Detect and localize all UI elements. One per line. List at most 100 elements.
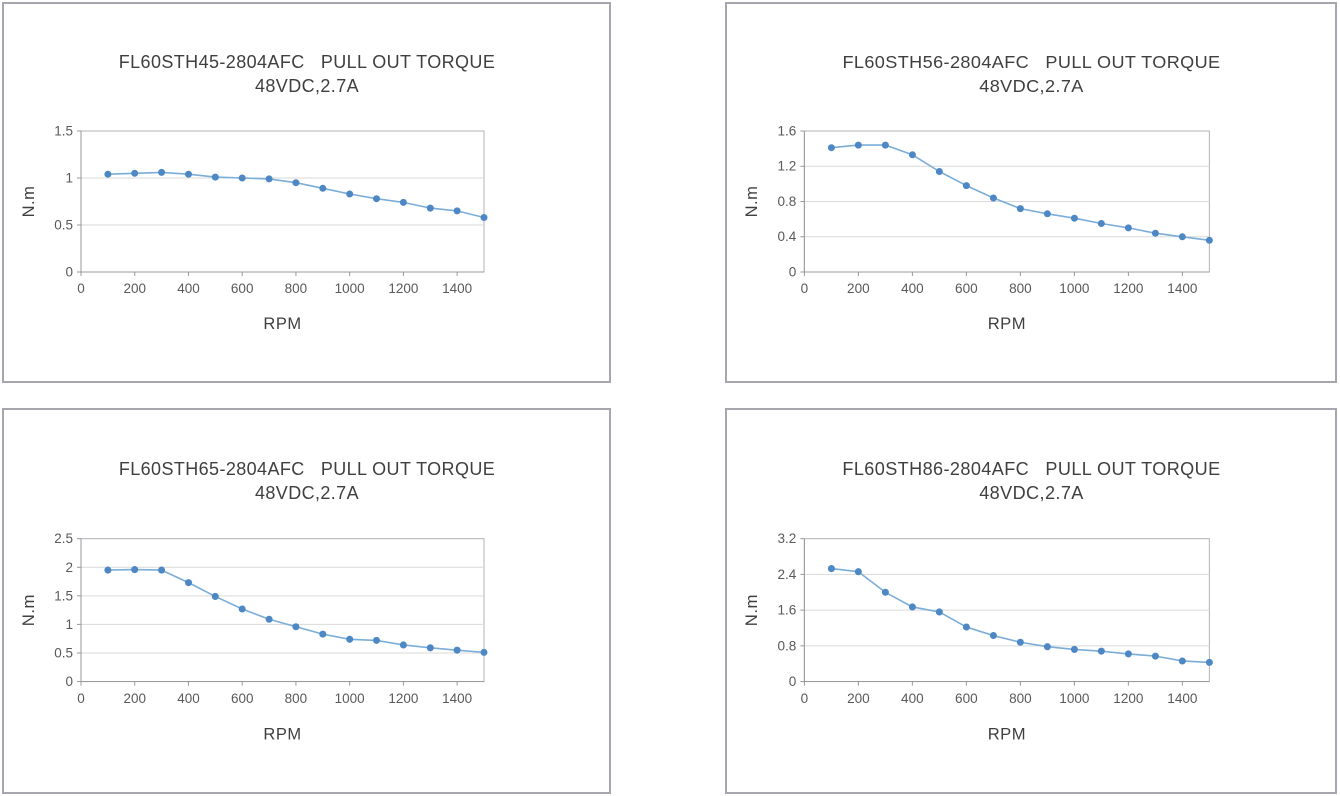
data-point-marker <box>480 214 488 221</box>
data-point-marker <box>1205 236 1213 244</box>
data-point-marker <box>962 182 970 190</box>
y-tick-label: 0.4 <box>777 229 796 244</box>
y-tick-label: 0 <box>789 265 797 280</box>
data-point-marker <box>1151 652 1159 660</box>
x-tick-label: 1400 <box>1167 281 1197 296</box>
chart-panel-fl60sth56: FL60STH56-2804AFC PULL OUT TORQUE 48VDC,2… <box>725 2 1337 383</box>
x-axis-label: RPM <box>988 724 1026 743</box>
y-axis-label: N.m <box>742 186 761 218</box>
data-point-marker <box>935 168 943 175</box>
y-tick-label: 2 <box>65 560 73 575</box>
data-point-marker <box>1043 210 1051 218</box>
x-tick-label: 1000 <box>1059 281 1089 296</box>
y-axis-label: N.m <box>742 594 761 626</box>
data-point-marker <box>1178 657 1186 665</box>
y-tick-label: 1.6 <box>777 603 796 618</box>
x-tick-label: 800 <box>1009 281 1032 296</box>
data-point-marker <box>319 630 327 638</box>
chart-panel-fl60sth86: FL60STH86-2804AFC PULL OUT TORQUE 48VDC,2… <box>725 408 1337 794</box>
chart-canvas: FL60STH86-2804AFC PULL OUT TORQUE 48VDC,2… <box>742 459 1220 744</box>
chart-canvas: FL60STH56-2804AFC PULL OUT TORQUE 48VDC,2… <box>742 52 1220 333</box>
data-point-marker <box>238 605 246 613</box>
chart-title: FL60STH65-2804AFC PULL OUT TORQUE <box>119 459 495 479</box>
data-point-marker <box>185 579 192 587</box>
x-tick-label: 600 <box>955 281 978 296</box>
torque-series-line <box>107 568 485 654</box>
data-point-marker <box>1124 224 1132 232</box>
x-tick-label: 1400 <box>442 281 472 296</box>
data-point-marker <box>453 646 461 654</box>
x-tick-label: 0 <box>801 281 809 296</box>
torque-series-line <box>831 567 1210 664</box>
chart-canvas: FL60STH65-2804AFC PULL OUT TORQUE 48VDC,2… <box>19 459 495 744</box>
y-tick-label: 1.6 <box>777 124 796 139</box>
data-point-marker <box>1097 647 1105 655</box>
x-axis-label: RPM <box>263 315 301 333</box>
x-tick-label: 0 <box>801 691 809 706</box>
data-point-marker <box>908 151 916 159</box>
data-point-marker <box>426 204 434 212</box>
data-point-marker <box>131 566 139 574</box>
torque-series-line <box>107 171 485 219</box>
x-tick-label: 600 <box>231 281 254 296</box>
data-point-marker <box>881 588 889 596</box>
x-tick-label: 400 <box>901 281 924 296</box>
data-point-marker <box>1151 229 1159 237</box>
data-point-marker <box>399 198 407 206</box>
data-point-marker <box>104 566 112 574</box>
y-tick-label: 0.8 <box>777 638 796 653</box>
x-tick-label: 600 <box>955 691 978 706</box>
x-tick-label: 600 <box>231 691 254 706</box>
chart-panel-fl60sth45: FL60STH45-2804AFC PULL OUT TORQUE 48VDC,2… <box>2 2 611 383</box>
data-point-marker <box>881 141 889 149</box>
y-tick-label: 1 <box>65 617 73 632</box>
data-point-marker <box>935 608 943 616</box>
x-tick-label: 1400 <box>1167 691 1198 706</box>
y-tick-label: 1.2 <box>777 159 796 174</box>
chart-subtitle: 48VDC,2.7A <box>979 483 1084 503</box>
data-point-marker <box>346 635 354 643</box>
x-tick-label: 200 <box>123 691 146 706</box>
x-tick-label: 400 <box>177 281 200 296</box>
y-tick-label: 1.5 <box>54 588 73 603</box>
y-tick-label: 2.4 <box>777 567 796 582</box>
data-point-marker <box>854 568 862 576</box>
data-point-marker <box>211 592 219 600</box>
x-tick-label: 400 <box>177 691 200 706</box>
y-axis-label: N.m <box>20 186 38 218</box>
data-point-marker <box>265 615 273 623</box>
data-point-marker <box>962 623 970 631</box>
y-tick-label: 0 <box>789 674 797 689</box>
x-tick-label: 1000 <box>335 281 365 296</box>
y-tick-label: 1.5 <box>54 124 73 139</box>
chart-title: FL60STH45-2804AFC PULL OUT TORQUE <box>119 52 495 72</box>
x-tick-label: 0 <box>77 281 85 296</box>
data-point-marker <box>426 644 434 652</box>
data-point-marker <box>238 174 246 182</box>
torque-series-line <box>831 144 1210 242</box>
x-axis-label: RPM <box>988 314 1026 333</box>
chart-subtitle: 48VDC,2.7A <box>979 76 1084 96</box>
chart-canvas: FL60STH45-2804AFC PULL OUT TORQUE 48VDC,2… <box>20 52 495 333</box>
data-point-marker <box>346 190 354 198</box>
x-tick-label: 400 <box>901 691 924 706</box>
data-point-marker <box>399 641 407 649</box>
data-point-marker <box>1097 220 1105 227</box>
y-axis-label: N.m <box>19 594 38 626</box>
data-point-marker <box>211 173 219 181</box>
x-tick-label: 1200 <box>388 281 418 296</box>
plot-area-border <box>80 538 485 683</box>
data-point-marker <box>292 623 300 631</box>
data-point-marker <box>185 170 192 178</box>
y-tick-label: 0.5 <box>54 218 73 233</box>
x-tick-label: 200 <box>847 281 870 296</box>
data-point-marker <box>373 195 380 203</box>
data-point-marker <box>104 170 112 178</box>
chart-title: FL60STH86-2804AFC PULL OUT TORQUE <box>842 459 1220 479</box>
data-point-marker <box>908 603 916 611</box>
x-tick-label: 1200 <box>1113 691 1144 706</box>
data-point-marker <box>453 207 461 215</box>
data-point-marker <box>989 632 997 640</box>
chart-subtitle: 48VDC,2.7A <box>255 483 360 503</box>
